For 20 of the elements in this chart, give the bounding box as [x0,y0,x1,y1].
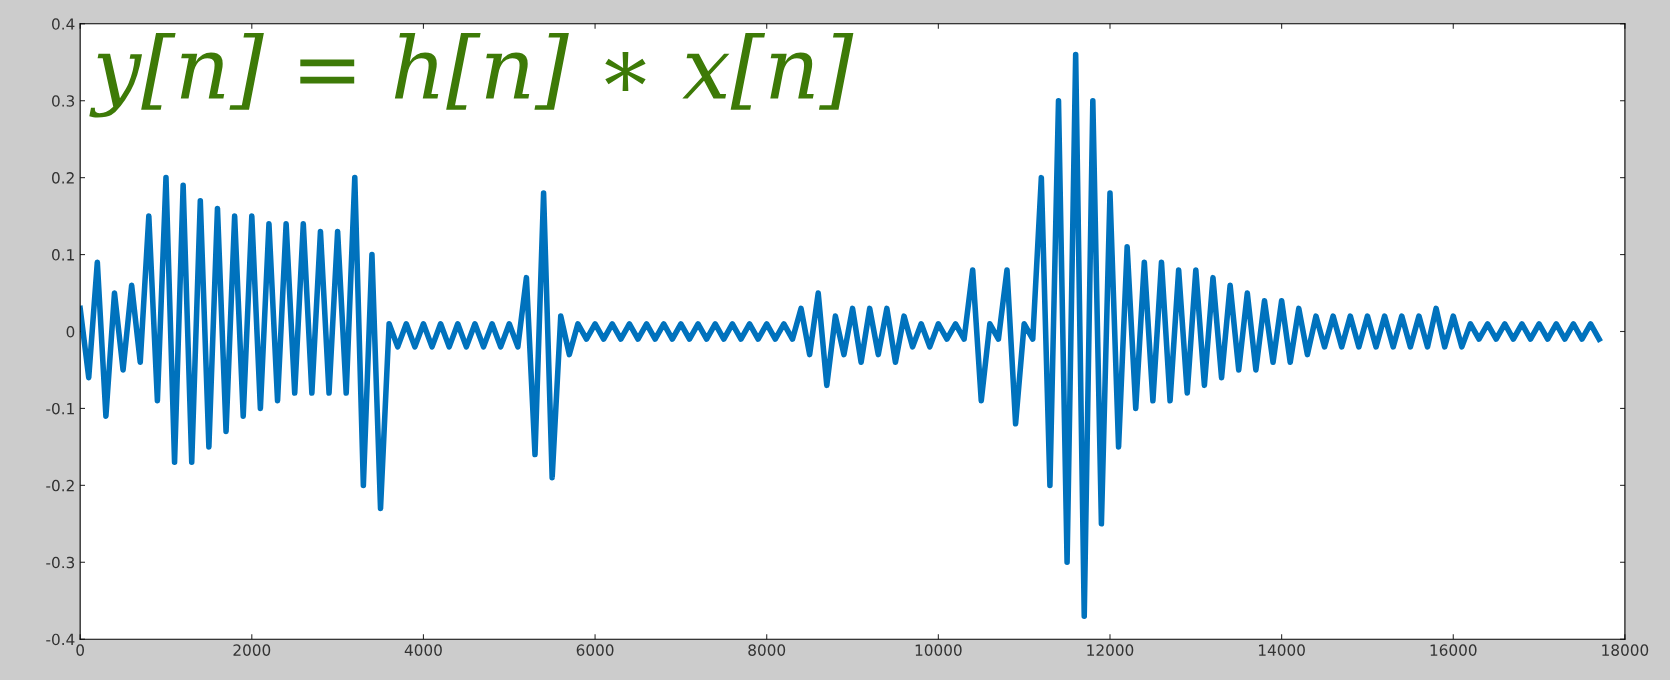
y-tick-label: 0 [66,325,75,338]
x-tick-label: 6000 [576,644,614,656]
y-tick-label: 0.2 [52,172,74,184]
x-tick-label: 10000 [915,644,962,656]
x-tick-label: 8000 [748,644,786,656]
x-tick-label: 0 [76,644,85,656]
y-tick-label: 0.3 [52,95,75,107]
y-tick-label: -0.3 [46,556,75,569]
y-tick-label: -0.2 [46,479,74,492]
x-tick-label: 2000 [233,644,271,656]
x-tick-label: 12000 [1087,644,1134,656]
x-tick-label: 4000 [404,644,442,656]
y-tick-label: -0.1 [46,402,74,415]
annotation: y[n] = h[n] ∗ x[n] [89,33,854,118]
x-tick-label: 14000 [1259,644,1305,656]
y-tick-label: -0.4 [46,633,75,646]
y-tick-label: 0.1 [52,249,74,261]
y-tick-label: 0.4 [52,18,75,30]
x-tick-label: 18000 [1602,644,1649,656]
x-tick-label: 16000 [1430,644,1477,656]
